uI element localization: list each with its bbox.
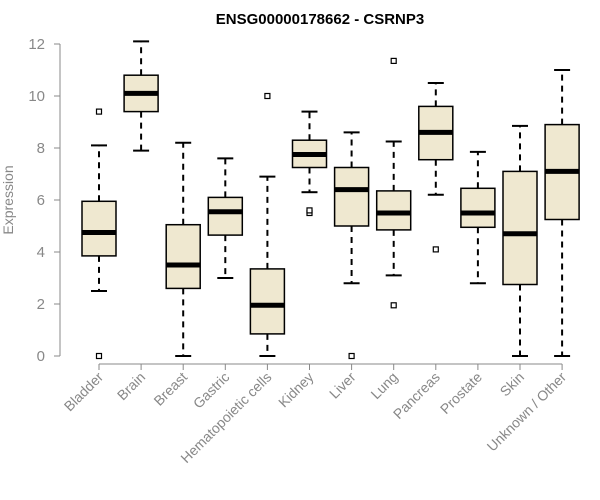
- y-tick-label: 4: [37, 244, 45, 261]
- x-tick-label: Kidney: [275, 369, 317, 411]
- outlier-point: [348, 352, 355, 360]
- axes: 0 2 4 6 8 10 12: [28, 36, 563, 370]
- outlier-point: [390, 302, 397, 309]
- x-tick-label: Breast: [150, 369, 190, 409]
- box-group: [207, 157, 244, 279]
- box-group: [502, 124, 538, 357]
- box-group: [123, 40, 159, 152]
- x-tick-label: Prostate: [437, 369, 485, 417]
- box: [460, 187, 496, 229]
- box-group: [375, 57, 412, 309]
- outlier-point: [264, 92, 271, 100]
- box: [81, 200, 117, 257]
- box: [333, 166, 370, 227]
- boxes: [81, 40, 580, 360]
- outlier-point: [95, 352, 103, 360]
- box-group: [249, 92, 286, 357]
- box: [165, 223, 201, 290]
- box-group: [291, 110, 328, 217]
- box-group: [460, 150, 496, 285]
- box-group: [165, 141, 201, 357]
- box: [502, 170, 538, 286]
- y-tick-label: 8: [37, 140, 45, 157]
- chart-title: ENSG00000178662 - CSRNP3: [216, 11, 424, 28]
- box-group: [333, 131, 370, 360]
- x-tick-label: Unknown / Other: [484, 369, 570, 455]
- outlier-point: [306, 207, 313, 214]
- x-tick-label: Pancreas: [390, 369, 443, 422]
- y-tick-label: 12: [28, 36, 45, 53]
- box-group: [544, 69, 580, 357]
- box-group: [81, 108, 117, 360]
- x-tick-label: Liver: [326, 369, 359, 402]
- y-tick-label: 0: [37, 348, 45, 365]
- y-axis-label: Expression: [0, 165, 16, 234]
- box: [207, 196, 244, 236]
- x-tick-label: Brain: [114, 369, 148, 403]
- box-group: [418, 82, 454, 253]
- x-tick-label: Skin: [497, 369, 528, 400]
- y-tick-label: 2: [37, 296, 45, 313]
- y-tick-label: 6: [37, 192, 45, 209]
- x-tick-label: Lung: [367, 369, 400, 402]
- box: [249, 268, 286, 335]
- x-tick-label: Bladder: [61, 369, 107, 415]
- outlier-point: [95, 108, 103, 115]
- box: [375, 190, 412, 231]
- outlier-point: [390, 57, 397, 65]
- outlier-point: [432, 246, 439, 253]
- y-tick-label: 10: [28, 88, 45, 105]
